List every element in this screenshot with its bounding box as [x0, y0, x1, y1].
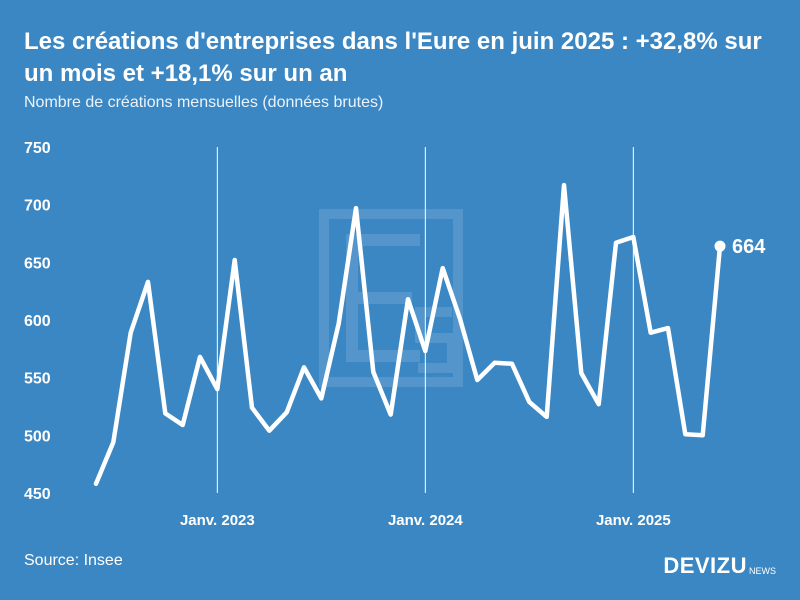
chart-title: Les créations d'entreprises dans l'Eure …	[24, 28, 762, 87]
x-tick-label: Janv. 2023	[180, 512, 255, 529]
data-point	[510, 362, 514, 366]
data-point	[163, 411, 167, 415]
data-point	[337, 321, 341, 325]
y-tick-label: 600	[24, 313, 51, 330]
data-point	[423, 349, 427, 353]
y-axis: 450 500 550 600 650 700 750	[24, 140, 51, 503]
y-tick-label: 750	[24, 140, 51, 157]
data-point	[562, 183, 566, 187]
data-point	[129, 331, 133, 335]
data-point	[458, 317, 462, 321]
y-tick-label: 450	[24, 486, 51, 503]
y-tick-label: 650	[24, 255, 51, 272]
data-point	[666, 326, 670, 330]
data-point	[215, 387, 219, 391]
data-point	[631, 235, 635, 239]
data-point	[649, 331, 653, 335]
last-point-label: 664	[732, 236, 766, 258]
data-point	[441, 266, 445, 270]
y-tick-label: 550	[24, 371, 51, 388]
data-point	[371, 370, 375, 374]
data-point	[181, 423, 185, 427]
data-point	[233, 258, 237, 262]
brand-name: DEVIZU	[663, 553, 747, 578]
series-layer: 664	[93, 182, 766, 487]
data-point	[683, 432, 687, 436]
data-point	[285, 410, 289, 414]
data-point	[267, 429, 271, 433]
data-point	[146, 280, 150, 284]
data-point	[302, 365, 306, 369]
data-point	[475, 378, 479, 382]
brand-suffix: NEWS	[749, 566, 776, 576]
x-axis: Janv. 2023 Janv. 2024 Janv. 2025	[180, 512, 671, 529]
x-tick-label: Janv. 2024	[388, 512, 463, 529]
series-line	[93, 182, 723, 487]
data-point	[527, 400, 531, 404]
data-point	[614, 241, 618, 245]
data-point	[389, 413, 393, 417]
data-point	[250, 406, 254, 410]
data-point	[597, 402, 601, 406]
last-point-marker	[714, 240, 726, 252]
data-point	[545, 415, 549, 419]
gridlines	[216, 147, 634, 493]
y-tick-label: 500	[24, 428, 51, 445]
x-tick-label: Janv. 2025	[596, 512, 671, 529]
data-point	[198, 355, 202, 359]
data-point	[354, 206, 358, 210]
y-tick-label: 700	[24, 198, 51, 215]
brand-logo: DEVIZU NEWS	[663, 555, 776, 577]
source-note: Source: Insee	[24, 552, 123, 569]
data-point	[111, 440, 115, 444]
data-point	[94, 482, 98, 486]
chart-subtitle: Nombre de créations mensuelles (données …	[24, 94, 384, 111]
data-point	[406, 297, 410, 301]
data-point	[701, 433, 705, 437]
data-point	[319, 396, 323, 400]
data-point	[579, 371, 583, 375]
data-point	[493, 361, 497, 365]
